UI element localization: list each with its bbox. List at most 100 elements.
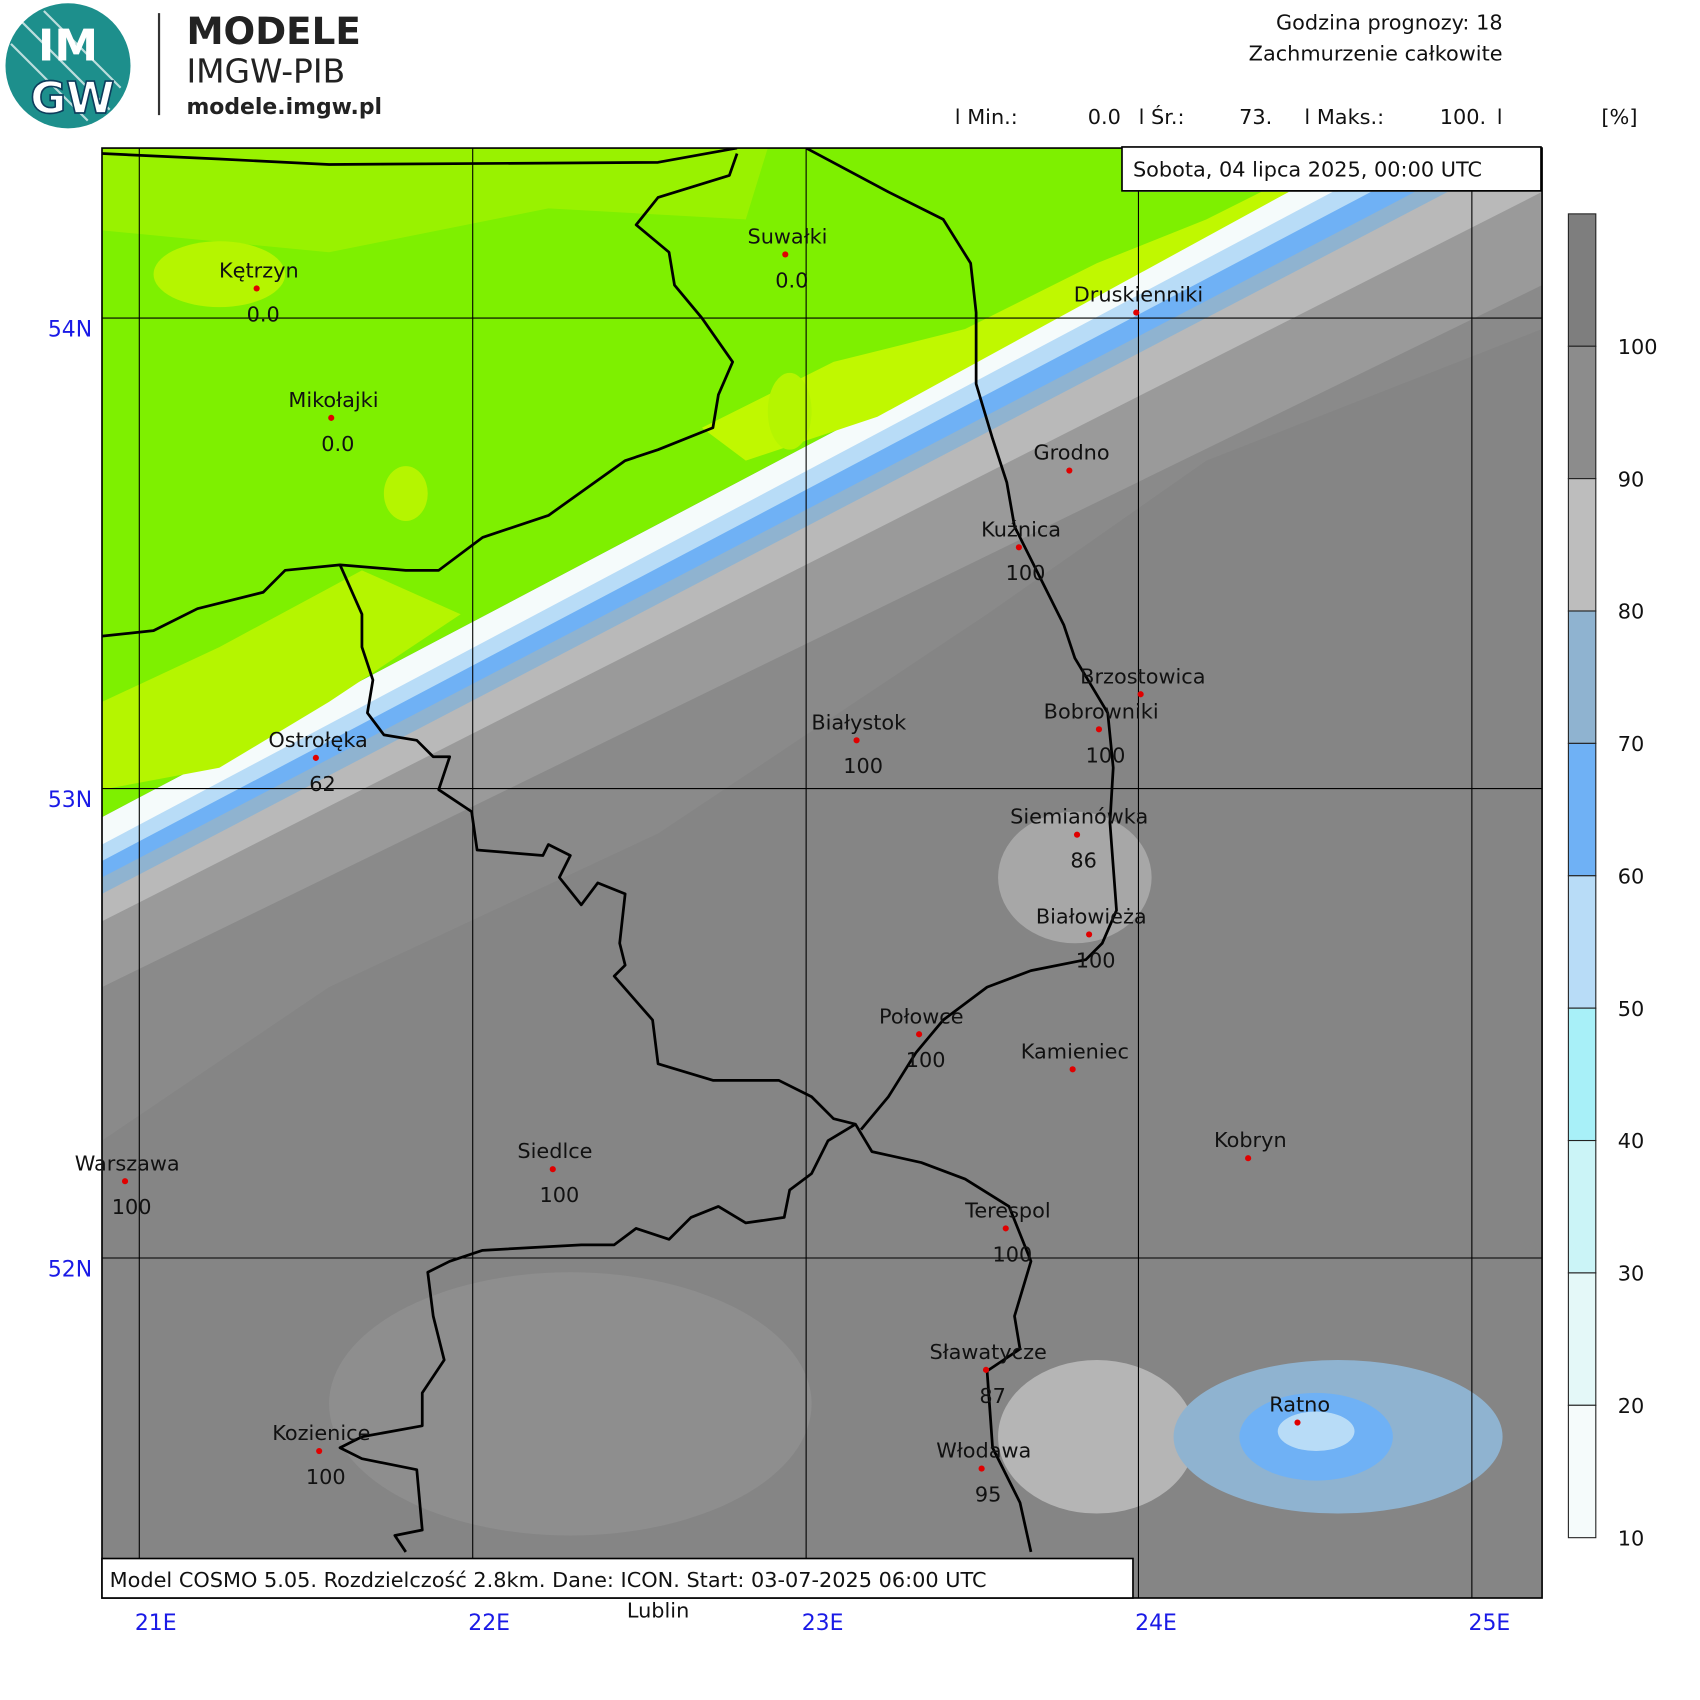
city-value: 62 [309,772,336,796]
city-name: Kamieniec [1021,1039,1129,1063]
stats: l Min.: 0.0 l Śr.: 73. l Maks.: 100. l [955,104,1503,129]
lon-label: 23E [802,1611,844,1636]
city-name: Białowieża [1036,904,1147,928]
logo: IM GW [5,3,131,129]
city-name: Mikołajki [288,388,378,412]
legend-tick: 50 [1618,997,1645,1021]
unit: [%] [1601,105,1637,129]
legend: 100 90 80 70 60 50 40 30 20 10 [1567,213,1658,1550]
city-name: Kętrzyn [219,258,299,282]
city-value: 95 [975,1482,1002,1506]
city-value: 0.0 [775,268,808,292]
date: Sobota, 04 lipca 2025, 00:00 UTC [1133,158,1482,182]
city-name: Brzostowica [1080,664,1205,688]
lon-label: 22E [468,1611,510,1636]
city-value: 100 [306,1465,346,1489]
city-name: Kozienice [272,1421,370,1445]
stat: l [1497,105,1503,129]
city-value: 0.0 [247,302,280,326]
stat: 100. [1440,105,1486,129]
legend-swatch [1567,1272,1597,1406]
city-dot [916,1031,923,1038]
city-value: 100 [1006,561,1046,585]
lon-label: 25E [1469,1611,1511,1636]
lat-label: 52N [48,1258,92,1283]
city-dot [982,1366,990,1373]
city-name: Bobrowniki [1044,699,1159,723]
city-name: Siedlce [517,1139,592,1163]
city-name: Ratno [1269,1393,1330,1417]
city-name: Włodawa [936,1439,1031,1463]
legend-swatch [1567,1404,1597,1539]
legend-tick: 10 [1618,1526,1645,1550]
city-value: 0.0 [321,432,354,456]
city-dot [1015,544,1022,551]
forecast-hour: Godzina prognozy: 18 [1276,11,1503,35]
city-name: Siemianówka [1010,805,1148,829]
city-dot [1294,1419,1301,1426]
legend-tick: 70 [1618,732,1645,756]
legend-swatch [1567,213,1597,347]
city-name: Suwałki [747,224,827,248]
city-dot [316,1447,323,1455]
legend-tick: 90 [1618,467,1645,491]
stat: l Maks.: [1304,105,1384,129]
legend-swatch [1567,478,1597,612]
legend-swatch [1567,875,1597,1009]
city-dot [253,285,260,292]
lat-label: 54N [48,318,92,343]
city-value: 100 [539,1183,579,1207]
city-value: 100 [906,1048,946,1072]
lon-label: 21E [135,1611,177,1636]
legend-swatch [1567,742,1597,877]
city-name: Białystok [811,710,906,734]
city-dot [978,1465,985,1472]
city-name: Połowce [879,1004,964,1028]
city-dot [549,1166,556,1173]
org: IMGW-PIB [186,51,345,90]
borders [101,148,1118,1553]
stat: 0.0 [1088,105,1121,129]
logo-text: GW [30,73,114,124]
city-value: 87 [979,1384,1006,1408]
city-name: Kuźnica [981,517,1061,541]
city-value: 100 [1086,743,1126,767]
legend-tick: 80 [1618,600,1645,624]
city-value: 86 [1070,849,1097,873]
legend-tick: 60 [1618,864,1645,888]
grid [101,148,1543,1598]
site: modele.imgw.pl [186,95,382,120]
cities: Kętrzyn 0.0 Suwałki 0.0 Druskienniki Mikołajk… [75,224,1330,1506]
city-value: 100 [112,1195,152,1219]
city-dot [1002,1225,1009,1232]
city-dot [1069,1066,1076,1073]
city-dot [1133,309,1140,316]
city-name: Warszawa [75,1151,180,1175]
city-value: 100 [843,754,883,778]
city-value: 100 [992,1242,1032,1266]
legend-tick: 30 [1618,1262,1645,1286]
legend-swatch [1567,610,1597,744]
city-dot [1137,691,1144,698]
legend-tick: 40 [1618,1129,1645,1153]
city-dot [782,251,789,258]
city-dot [1095,726,1103,733]
city-dot [328,414,335,421]
lon-label: 24E [1135,1611,1177,1636]
city-name: Sławatycze [929,1340,1046,1364]
legend-tick: 20 [1618,1394,1645,1418]
outside-label: Lublin [627,1599,689,1623]
city-name: Kobryn [1214,1128,1287,1152]
city-dot [1073,831,1081,838]
legend-swatch [1567,1139,1597,1274]
legend-swatch [1567,1007,1597,1142]
city-dot [1086,931,1093,938]
stat: l Śr.: [1139,104,1185,129]
city-dot [121,1178,129,1185]
stat: l Min.: [955,105,1018,129]
legend-swatch [1567,345,1597,480]
city-name: Druskienniki [1074,283,1203,307]
city-name: Terespol [964,1198,1051,1222]
city-dot [1245,1155,1252,1162]
